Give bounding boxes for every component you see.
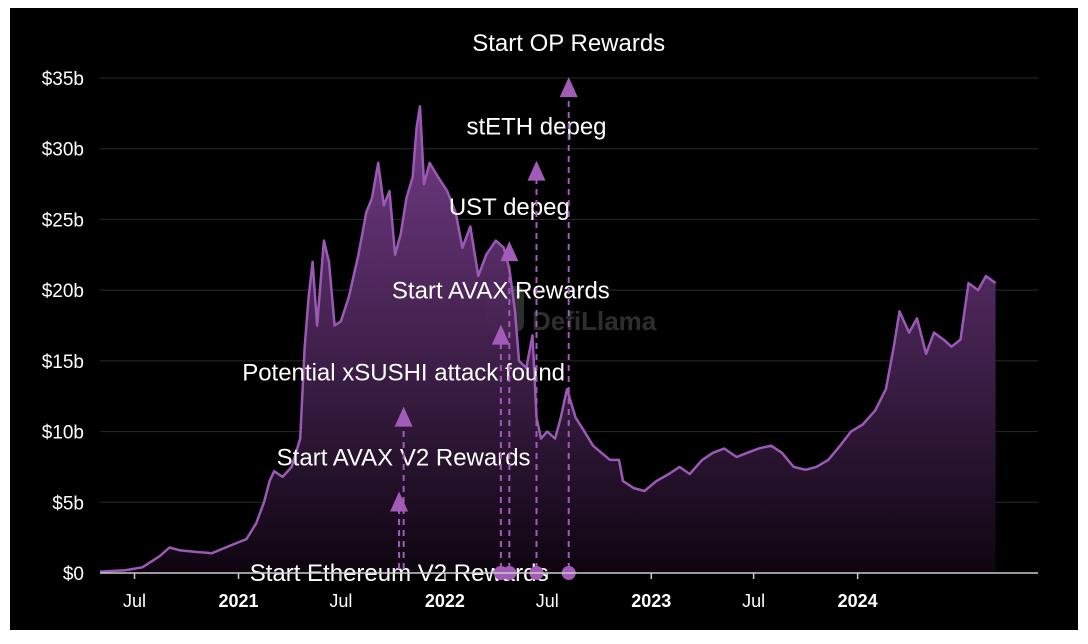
annotation-label: UST depeg	[449, 194, 570, 221]
annotation-arrowhead	[500, 241, 519, 262]
y-tick-label: $5b	[52, 493, 84, 514]
y-tick-label: $10b	[42, 423, 84, 444]
x-tick-label: 2023	[631, 591, 671, 611]
annotation-arrowhead	[559, 77, 578, 98]
x-tick-label: Jul	[536, 591, 559, 611]
annotation-label: Start AVAX Rewards	[392, 278, 610, 305]
y-tick-label: $35b	[42, 69, 84, 90]
annotation-label: stETH depeg	[466, 114, 606, 141]
x-tick-label: 2021	[218, 591, 258, 611]
chart-frame: DefiLlama Start Ethereum V2 Rewards Start…	[10, 8, 1078, 630]
y-tick-label: $30b	[42, 140, 84, 161]
annotation-arrowhead	[491, 324, 510, 345]
x-tick-label: Jul	[123, 591, 146, 611]
y-tick-label: $0	[63, 564, 84, 585]
axis-layer: $0 $5b $10b $15b $20b $25b $30b $35b Jul 2021 Jul 2…	[42, 69, 1038, 611]
series-area-fill	[100, 106, 996, 574]
annotation-label: Potential xSUSHI attack found	[242, 360, 565, 387]
series-line	[99, 105, 997, 573]
annotation-label: Start OP Rewards	[472, 30, 665, 57]
x-tick-label: Jul	[329, 591, 352, 611]
y-tick-label: $25b	[42, 210, 84, 231]
annotation-arrowhead	[527, 160, 546, 181]
x-tick-label: Jul	[742, 591, 765, 611]
series-area	[99, 105, 997, 574]
tvl-chart: DefiLlama Start Ethereum V2 RewardsStart…	[42, 30, 1038, 611]
watermark-text: DefiLlama	[532, 306, 657, 336]
x-tick-label: 2024	[838, 591, 878, 611]
annotation-arrowhead	[390, 491, 409, 512]
x-tick-label: 2022	[425, 591, 465, 611]
annotation-arrowhead	[394, 406, 413, 427]
y-tick-label: $15b	[42, 352, 84, 373]
y-tick-label: $20b	[42, 281, 84, 302]
